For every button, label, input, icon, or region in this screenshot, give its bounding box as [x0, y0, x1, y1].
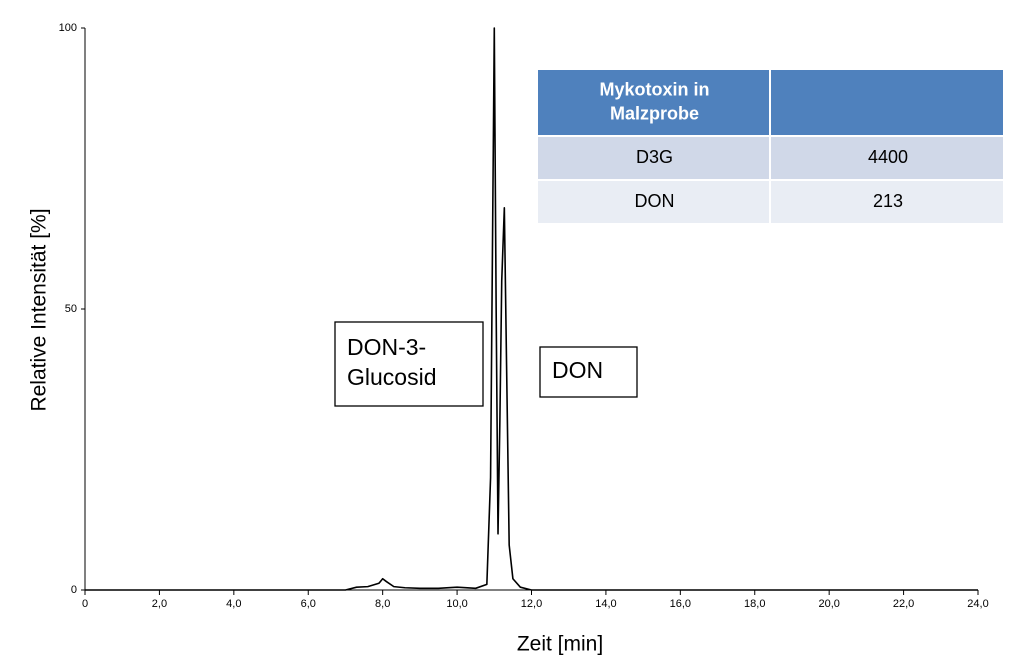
y-tick-label: 100: [59, 22, 77, 34]
x-tick-label: 2,0: [152, 598, 167, 610]
y-tick-label: 50: [65, 303, 77, 315]
table-value: 213: [873, 191, 903, 211]
y-tick-label: 0: [71, 584, 77, 596]
annotation-label: Glucosid: [347, 364, 436, 390]
x-axis-title: Zeit [min]: [517, 633, 603, 656]
annotation-label: DON: [552, 357, 603, 383]
table-value: 4400: [868, 147, 908, 167]
annotation-box: [539, 346, 638, 398]
table-header-cell: [538, 70, 769, 135]
x-tick-label: 20,0: [818, 598, 839, 610]
x-tick-label: 14,0: [595, 598, 616, 610]
table-cell: [771, 181, 1003, 223]
x-tick-label: 24,0: [967, 598, 988, 610]
table-cell: [771, 137, 1003, 179]
annotation-label: DON-3-: [347, 334, 426, 360]
x-tick-label: 12,0: [521, 598, 542, 610]
table-value: DON: [635, 191, 675, 211]
table-cell: [538, 137, 769, 179]
table-cell: [538, 181, 769, 223]
x-tick-label: 22,0: [893, 598, 914, 610]
x-tick-label: 10,0: [446, 598, 467, 610]
table-value: D3G: [636, 147, 673, 167]
x-tick-label: 6,0: [301, 598, 316, 610]
x-tick-label: 16,0: [670, 598, 691, 610]
annotation-box: [334, 321, 484, 407]
x-tick-label: 8,0: [375, 598, 390, 610]
y-axis-title: Relative Intensität [%]: [28, 208, 51, 411]
x-tick-label: 4,0: [226, 598, 241, 610]
table-header-cell: [771, 70, 1003, 135]
table-header: Mykotoxin in Malzprobe: [599, 79, 709, 123]
x-tick-label: 0: [82, 598, 88, 610]
chromatogram-line: [85, 27, 978, 591]
x-tick-label: 18,0: [744, 598, 765, 610]
